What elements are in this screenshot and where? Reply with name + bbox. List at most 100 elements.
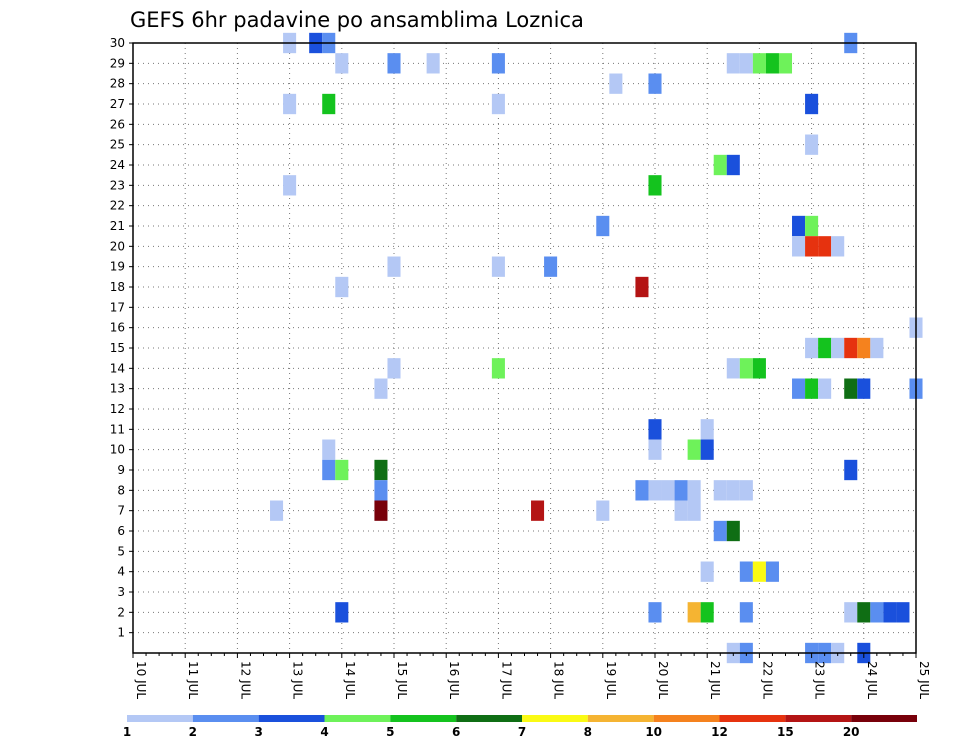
y-axis: 1234567891011121314151617181920212223242… bbox=[110, 36, 133, 640]
colorbar-swatch bbox=[258, 715, 325, 722]
precip-cell bbox=[491, 358, 505, 379]
y-tick-label: 27 bbox=[110, 97, 125, 111]
y-tick-label: 11 bbox=[110, 422, 125, 436]
precip-cell bbox=[387, 256, 401, 277]
precip-cell bbox=[491, 93, 505, 115]
precip-cell bbox=[335, 276, 349, 298]
colorbar-label: 4 bbox=[320, 725, 328, 739]
precip-cell bbox=[609, 73, 623, 94]
x-tick-label: 25 JUL bbox=[917, 661, 931, 699]
precip-cell bbox=[844, 337, 858, 359]
colorbar: 1 2 3 4 5 6 7 8 10 12 15 20 bbox=[123, 715, 917, 739]
precip-cell bbox=[713, 154, 727, 176]
precip-cell bbox=[792, 378, 806, 399]
x-tick-label: 12 JUL bbox=[238, 661, 252, 699]
colorbar-label: 10 bbox=[645, 725, 662, 739]
precip-cell bbox=[857, 337, 871, 359]
colorbar-label: 2 bbox=[189, 725, 197, 739]
x-tick-label: 22 JUL bbox=[760, 661, 774, 699]
colorbar-label: 12 bbox=[711, 725, 728, 739]
precip-cell bbox=[713, 520, 727, 542]
precip-cell bbox=[857, 602, 871, 623]
precip-cell bbox=[648, 602, 662, 623]
precip-cell bbox=[283, 93, 297, 115]
precip-cell bbox=[726, 154, 740, 176]
x-tick-label: 20 JUL bbox=[656, 661, 670, 699]
colorbar-label: 3 bbox=[254, 725, 262, 739]
precip-cell bbox=[426, 53, 440, 74]
ensemble-cells bbox=[270, 32, 923, 664]
x-tick-label: 21 JUL bbox=[708, 661, 722, 699]
precip-cell bbox=[687, 500, 701, 521]
colorbar-swatch bbox=[324, 715, 391, 722]
y-tick-label: 4 bbox=[117, 565, 125, 579]
precip-cell bbox=[335, 602, 349, 623]
precip-cell bbox=[726, 480, 740, 501]
y-tick-label: 24 bbox=[110, 158, 125, 172]
y-tick-label: 15 bbox=[110, 341, 125, 355]
precip-cell bbox=[700, 602, 714, 623]
precip-cell bbox=[700, 419, 714, 440]
precip-cell bbox=[726, 358, 740, 379]
x-tick-label: 10 JUL bbox=[134, 661, 148, 699]
precip-cell bbox=[335, 53, 349, 74]
precip-cell bbox=[491, 53, 505, 74]
colorbar-swatch bbox=[587, 715, 654, 722]
precip-cell bbox=[283, 175, 297, 196]
precip-cell bbox=[726, 53, 740, 74]
precip-cell bbox=[387, 358, 401, 379]
precip-cell bbox=[531, 500, 545, 521]
y-tick-label: 16 bbox=[110, 321, 125, 335]
y-tick-label: 5 bbox=[117, 544, 125, 558]
precip-cell bbox=[661, 480, 675, 501]
precip-cell bbox=[805, 378, 819, 399]
precip-cell bbox=[778, 53, 793, 74]
x-tick-label: 15 JUL bbox=[395, 661, 409, 699]
precip-cell bbox=[739, 480, 753, 501]
precip-cell bbox=[739, 561, 753, 582]
precip-cell bbox=[322, 93, 336, 115]
chart-title: GEFS 6hr padavine po ansamblima Loznica bbox=[130, 8, 584, 32]
y-tick-label: 19 bbox=[110, 260, 125, 274]
x-tick-label: 24 JUL bbox=[865, 661, 879, 699]
precip-cell bbox=[870, 602, 884, 623]
precip-cell bbox=[752, 53, 766, 74]
precip-cell bbox=[792, 236, 806, 257]
precip-cell bbox=[805, 236, 819, 257]
colorbar-swatch bbox=[390, 715, 457, 722]
precip-cell bbox=[805, 337, 819, 359]
precip-cell bbox=[687, 602, 701, 623]
colorbar-swatch bbox=[456, 715, 522, 722]
x-tick-label: 11 JUL bbox=[186, 661, 200, 699]
y-tick-label: 23 bbox=[110, 178, 125, 192]
y-tick-label: 22 bbox=[110, 199, 125, 213]
precip-cell bbox=[818, 236, 832, 257]
y-tick-label: 30 bbox=[110, 36, 125, 50]
y-tick-label: 10 bbox=[110, 443, 125, 457]
x-tick-label: 17 JUL bbox=[499, 661, 513, 699]
precip-cell bbox=[739, 53, 753, 74]
precip-cell bbox=[648, 419, 662, 440]
y-tick-label: 9 bbox=[117, 463, 125, 477]
colorbar-swatch bbox=[719, 715, 786, 722]
y-tick-label: 28 bbox=[110, 77, 125, 91]
precip-cell bbox=[844, 378, 858, 399]
colorbar-swatch bbox=[127, 715, 193, 722]
precip-cell bbox=[896, 602, 910, 623]
colorbar-swatch bbox=[192, 715, 259, 722]
colorbar-label: 15 bbox=[777, 725, 794, 739]
precip-cell bbox=[765, 561, 779, 582]
x-tick-label: 18 JUL bbox=[552, 661, 566, 699]
precip-cell bbox=[739, 358, 753, 379]
precip-cell bbox=[270, 500, 284, 521]
precip-cell bbox=[700, 439, 714, 460]
x-tick-label: 14 JUL bbox=[343, 661, 357, 699]
precip-cell bbox=[792, 215, 806, 237]
colorbar-swatch bbox=[785, 715, 852, 722]
precip-cell bbox=[752, 561, 766, 582]
precip-cell bbox=[322, 439, 336, 460]
precip-cell bbox=[844, 602, 858, 623]
x-tick-label: 19 JUL bbox=[604, 661, 618, 699]
precip-cell bbox=[544, 256, 558, 277]
precip-cell bbox=[805, 134, 819, 155]
